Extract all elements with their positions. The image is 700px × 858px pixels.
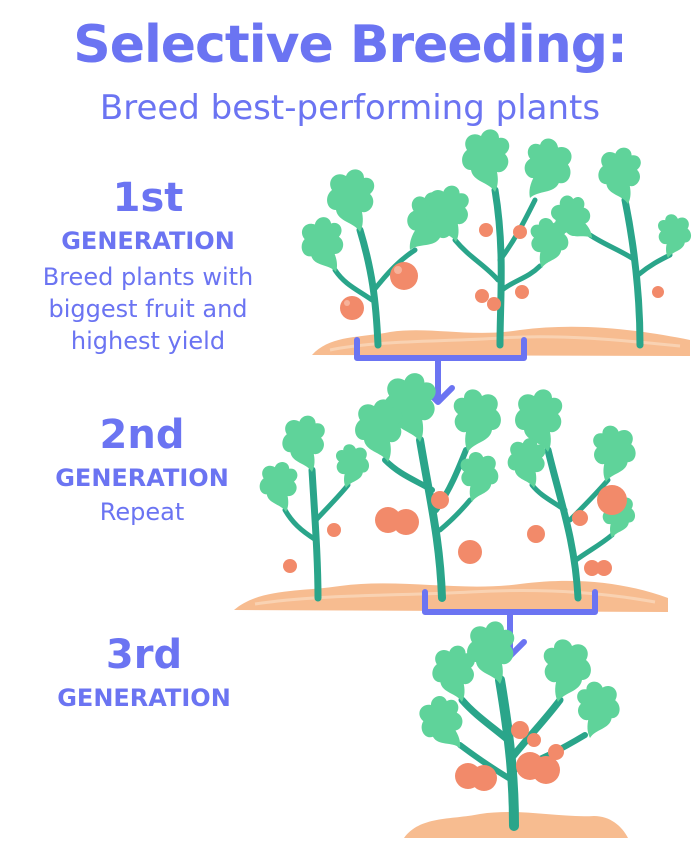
generation-1-text: 1st GENERATION Breed plants with biggest… bbox=[0, 175, 298, 357]
generation-2-desc-line-1: Repeat bbox=[99, 498, 185, 526]
generation-2-text: 2nd GENERATION Repeat bbox=[0, 412, 292, 528]
generation-1-desc-line-3: highest yield bbox=[70, 327, 226, 355]
generation-1-label: GENERATION bbox=[61, 227, 235, 255]
generation-2-label: GENERATION bbox=[55, 464, 229, 492]
generation-1-desc-line-2: biggest fruit and bbox=[48, 295, 248, 323]
tomato-plant-icon bbox=[259, 373, 636, 602]
generation-3-number: 3rd bbox=[105, 632, 183, 678]
soil-mound-2 bbox=[234, 580, 668, 612]
generation-3-label: GENERATION bbox=[57, 684, 231, 712]
generation-2-number: 2nd bbox=[99, 412, 185, 458]
generation-1-desc-line-1: Breed plants with bbox=[42, 263, 254, 291]
bracket-connector bbox=[354, 337, 527, 403]
generation-1-number: 1st bbox=[112, 175, 184, 221]
generation-3-text: 3rd GENERATION bbox=[0, 632, 294, 714]
page-subtitle: Breed best-performing plants bbox=[99, 88, 601, 128]
page-title: Selective Breeding: bbox=[73, 15, 627, 75]
tomato-plant-icon bbox=[412, 621, 620, 831]
tomato-plant-icon bbox=[297, 129, 692, 349]
